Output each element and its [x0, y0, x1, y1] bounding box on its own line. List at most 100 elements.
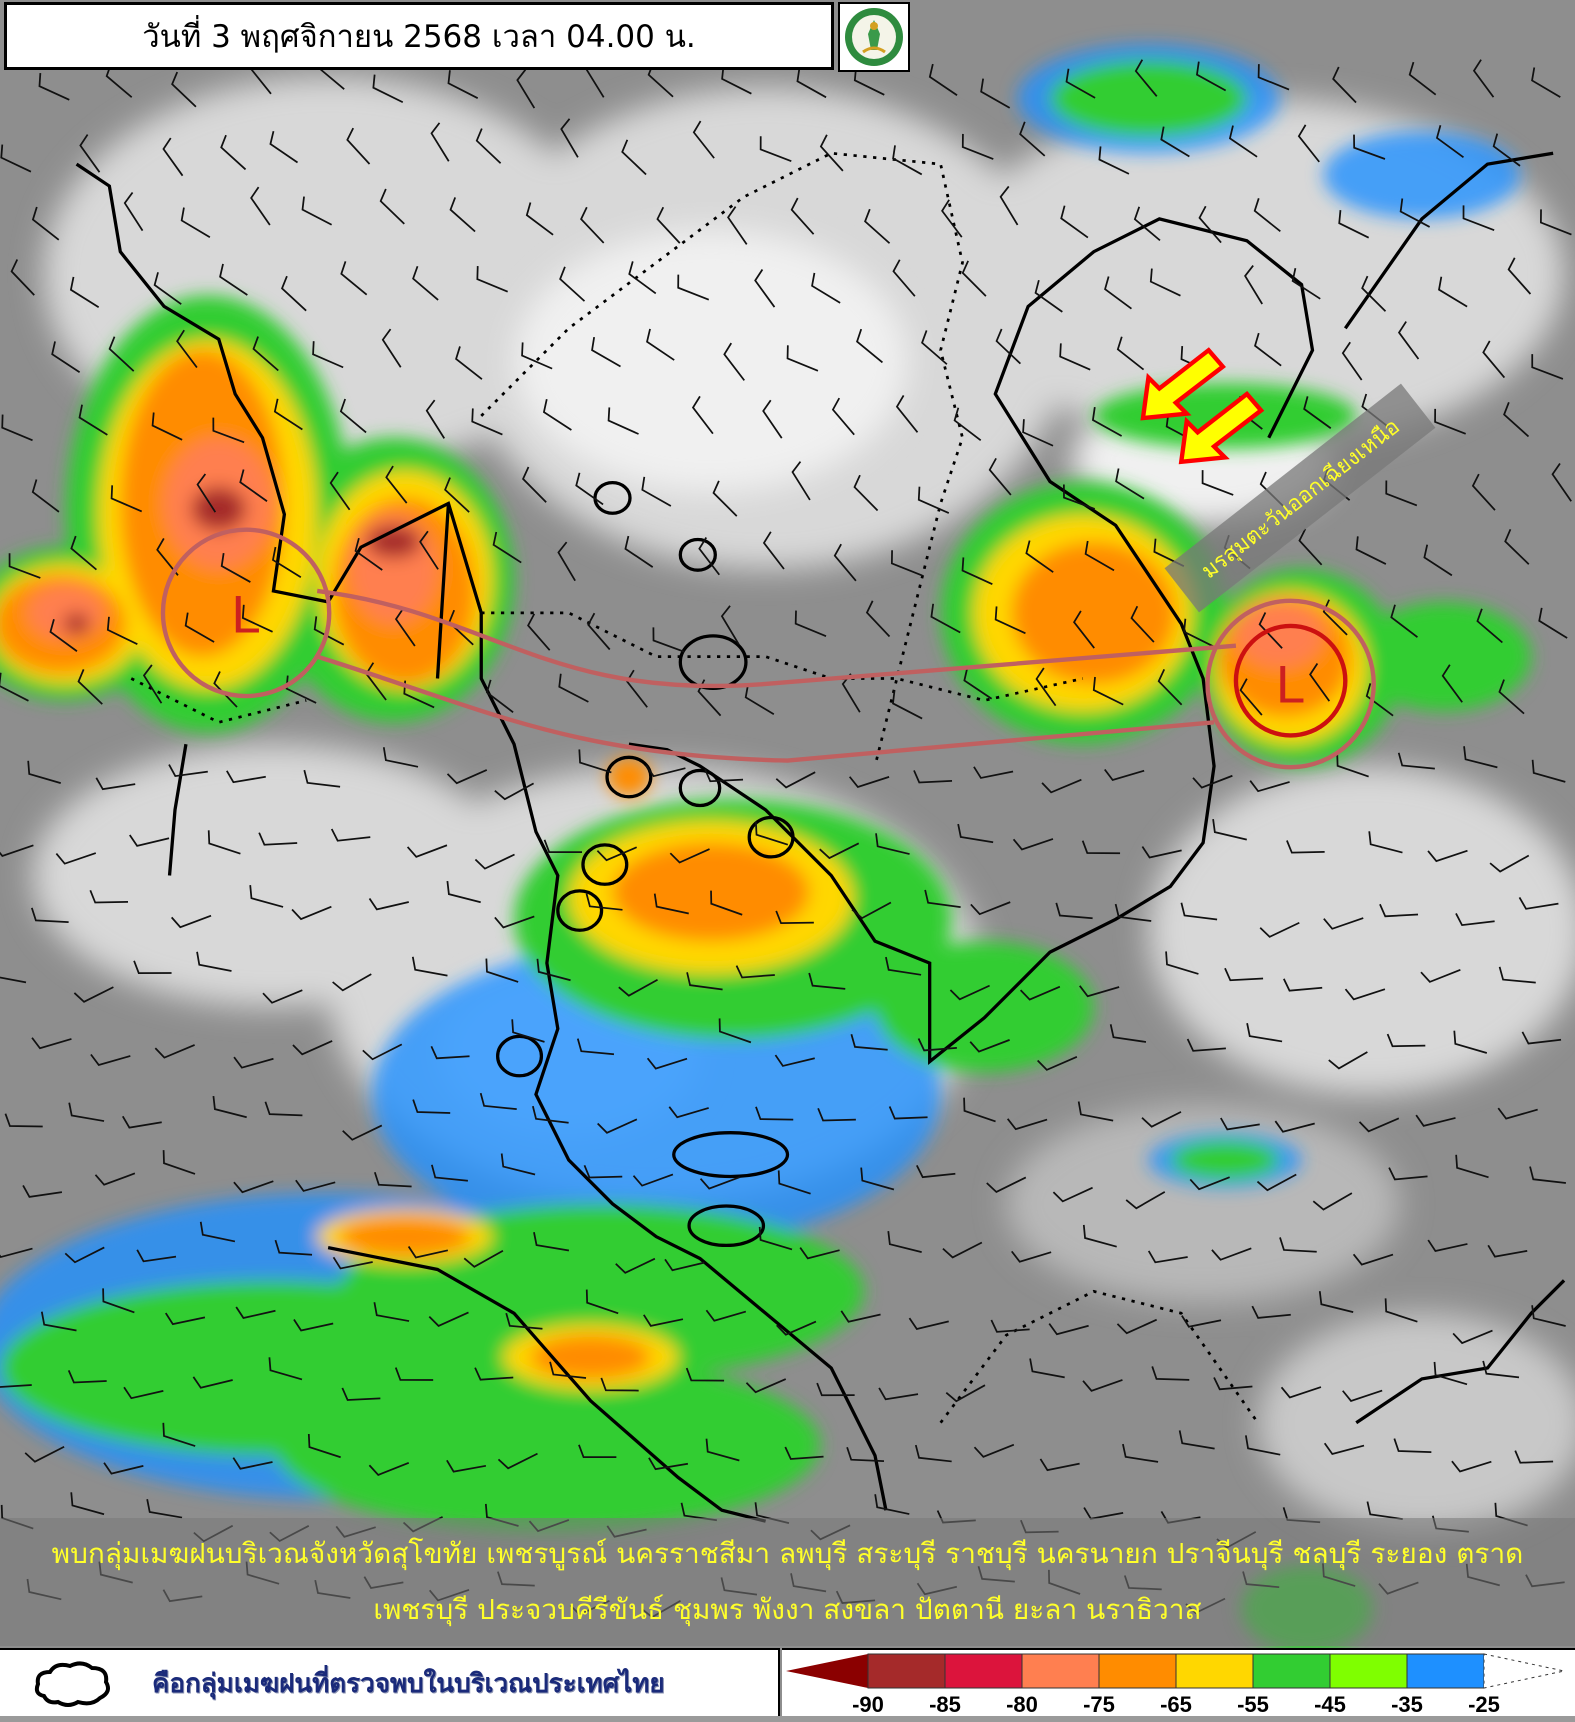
wind-barb — [291, 905, 332, 921]
wind-barb — [1291, 267, 1321, 300]
wind-barb — [819, 134, 844, 172]
wind-barb — [1504, 528, 1530, 565]
wind-barb — [721, 65, 752, 95]
wind-barb — [446, 1459, 487, 1473]
wind-barb — [69, 276, 100, 309]
wind-barb — [961, 557, 993, 586]
wind-barb — [745, 1378, 787, 1394]
wind-barb — [833, 543, 857, 582]
wind-barb — [196, 951, 232, 972]
wind-barb — [494, 782, 535, 801]
wind-barb — [758, 1226, 793, 1251]
wind-barb — [533, 1232, 570, 1252]
wind-barb — [980, 78, 1011, 109]
wind-barb — [1472, 59, 1495, 98]
wind-barb — [196, 473, 217, 513]
wind-barb — [697, 679, 722, 717]
wind-barb — [455, 346, 483, 380]
temperature-colorbar: -90 -85 -80 -75 -65 -55 -45 -35 -25 — [782, 1648, 1575, 1717]
wind-barb — [153, 272, 182, 305]
wind-barb — [811, 272, 841, 304]
wind-barb — [1323, 1442, 1365, 1455]
wind-barb — [1183, 618, 1214, 648]
wind-barb — [1133, 206, 1161, 242]
wind-barb — [916, 1165, 956, 1179]
page-title: วันที่ 3 พฤศจิกายน 2568 เวลา 04.00 น. — [4, 2, 834, 70]
wind-barb — [632, 1173, 674, 1187]
wind-barb — [840, 1310, 881, 1323]
wind-barb — [917, 486, 950, 514]
colorbar-label: -75 — [1083, 1692, 1115, 1717]
wind-barb — [600, 1377, 639, 1392]
wind-barb — [759, 136, 792, 163]
wind-barb — [1531, 354, 1564, 380]
wind-barb — [233, 1180, 274, 1194]
colorbar-label: -55 — [1237, 1692, 1269, 1717]
wind-barb — [162, 1422, 196, 1447]
wind-barb — [1060, 205, 1089, 239]
wind-barb — [368, 1461, 410, 1476]
wind-barb — [712, 480, 738, 517]
wind-barb — [207, 830, 241, 855]
wind-barb — [1151, 1366, 1190, 1381]
wind-barb — [892, 145, 923, 176]
wind-barb — [0, 844, 34, 857]
colorbar-arrow-low — [786, 1654, 868, 1688]
wind-barb — [22, 1185, 63, 1198]
wind-barb — [474, 853, 515, 870]
wind-barb — [430, 122, 450, 162]
province-boundaries — [130, 151, 1259, 1424]
wind-barb — [735, 965, 775, 979]
wind-barb — [1531, 67, 1561, 98]
wind-barb — [38, 72, 70, 101]
colorbar-label: -90 — [852, 1692, 884, 1717]
wind-barb — [329, 471, 351, 511]
monsoon-arrows — [1140, 347, 1265, 465]
wind-barb — [727, 206, 748, 245]
wind-barb — [1352, 1253, 1394, 1266]
wind-barb — [549, 1361, 587, 1379]
wind-barb — [914, 1444, 952, 1463]
wind-barb — [1482, 1360, 1520, 1379]
wind-barb — [1220, 1117, 1260, 1131]
wind-barb — [1212, 818, 1247, 841]
wind-barb — [615, 1257, 656, 1274]
colorbar-segment — [1175, 1653, 1254, 1689]
wind-barb — [1531, 1305, 1566, 1327]
wind-barb — [1065, 68, 1096, 99]
wind-barb — [536, 958, 571, 982]
wind-barb — [754, 821, 789, 846]
wind-barb — [1384, 1298, 1418, 1323]
wind-barb — [775, 771, 816, 789]
wind-barb — [710, 890, 743, 916]
wind-barb — [1160, 126, 1190, 158]
wind-barb — [497, 1452, 538, 1470]
wind-barb — [1538, 607, 1568, 639]
wind-barb — [479, 1092, 517, 1110]
wind-barb — [1116, 1318, 1158, 1335]
wind-barb — [864, 208, 891, 244]
cloud-outline-icon — [34, 1661, 110, 1707]
borders-and-coastlines — [75, 151, 1566, 1523]
wind-barb — [154, 1044, 195, 1059]
wind-barb — [995, 328, 1022, 365]
wind-barb — [430, 1045, 470, 1060]
wind-barb — [346, 127, 371, 165]
wind-barb — [1487, 1244, 1528, 1258]
colorbar-label: -65 — [1160, 1692, 1192, 1717]
wind-barb — [313, 616, 345, 646]
wind-barb — [1471, 473, 1496, 511]
wind-barb — [1529, 1166, 1566, 1184]
wind-barb — [362, 1043, 403, 1061]
wind-barb — [192, 1376, 233, 1389]
wind-barb — [250, 186, 271, 226]
wind-barb — [505, 1312, 543, 1330]
wind-barb — [1141, 846, 1182, 859]
wind-barb — [226, 770, 266, 784]
wind-barb — [559, 266, 586, 302]
wind-barb — [1079, 985, 1120, 998]
wind-barb — [10, 259, 35, 296]
wind-barb — [271, 546, 302, 579]
wind-barb — [1195, 61, 1227, 92]
wind-barb — [1399, 198, 1431, 228]
